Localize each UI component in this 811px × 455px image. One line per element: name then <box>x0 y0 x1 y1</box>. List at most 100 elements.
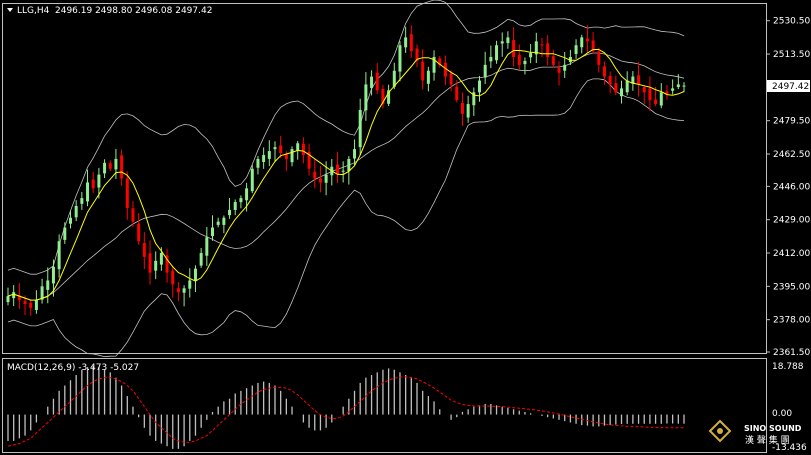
macd-scale-zero: 0.00 <box>772 409 792 419</box>
macd-signal-line <box>7 376 684 447</box>
candle-body <box>682 85 686 87</box>
candle-body <box>341 170 345 172</box>
candle-body <box>364 84 368 111</box>
candle-body <box>74 205 78 218</box>
candle-body <box>568 57 572 62</box>
band-middle <box>7 52 685 301</box>
svg-text:SINO SOUND: SINO SOUND <box>744 424 802 433</box>
macd-scale-bottom: -13.436 <box>772 443 807 453</box>
candle-body <box>585 38 589 42</box>
candle-body <box>500 41 504 44</box>
price-tick-label: 2395.00 <box>773 282 810 292</box>
candle-body <box>460 103 464 114</box>
candle-body <box>222 217 226 225</box>
candle-body <box>17 295 21 301</box>
main-pane-frame <box>2 3 767 354</box>
candle-body <box>159 253 163 265</box>
candle-body <box>551 56 555 65</box>
candle-body <box>449 73 453 85</box>
macd-label: MACD(12,26,9) -3.473 -5.027 <box>7 363 139 373</box>
candle-body <box>671 88 675 91</box>
candle-body <box>472 92 476 106</box>
candle-body <box>665 91 669 95</box>
candle-body <box>23 300 27 304</box>
candle-body <box>301 143 305 156</box>
candle-body <box>495 45 499 61</box>
candle-body <box>245 188 249 201</box>
current-price-label: 2497.42 <box>772 82 809 92</box>
price-tick-label: 2513.50 <box>773 50 810 60</box>
candle-body <box>608 76 612 85</box>
candle-body <box>381 88 385 105</box>
candle-body <box>114 158 118 170</box>
candle-body <box>6 296 10 303</box>
bollinger-bands <box>7 0 685 358</box>
candle-body <box>176 288 180 293</box>
candle-body <box>324 174 328 183</box>
candle-body <box>347 158 351 172</box>
candle-body <box>659 92 663 106</box>
price-tick-label: 2530.50 <box>773 17 810 27</box>
candle-body <box>86 182 90 202</box>
candle-body <box>676 84 680 87</box>
svg-text:漢 聲 集 團: 漢 聲 集 團 <box>745 434 790 446</box>
candle-body <box>284 154 288 159</box>
candle-body <box>171 270 175 285</box>
band-upper <box>7 0 685 275</box>
candle-body <box>193 268 197 281</box>
candle-body <box>262 155 266 162</box>
candle-body <box>375 72 379 91</box>
candle-body <box>489 57 493 62</box>
candle-body <box>182 288 186 293</box>
candle-body <box>426 70 430 84</box>
candle-body <box>29 302 33 308</box>
menu-triangle-icon[interactable] <box>7 8 13 12</box>
candle-body <box>12 292 16 299</box>
candle-body <box>51 266 55 284</box>
candle-body <box>597 51 601 65</box>
candle-body <box>438 58 442 65</box>
candle-body <box>239 198 243 203</box>
candle-body <box>148 253 152 273</box>
candle-body <box>211 227 215 237</box>
candle-body <box>80 198 84 204</box>
candle-body <box>335 164 339 175</box>
candle-body <box>142 243 146 257</box>
candle-body <box>637 75 641 85</box>
sino-sound-logo: SINO SOUND 漢 聲 集 團 <box>708 419 802 446</box>
candle-body <box>614 83 618 93</box>
candle-body <box>546 43 550 58</box>
candle-body <box>137 223 141 242</box>
candle-body <box>279 145 283 154</box>
price-tick-label: 2462.50 <box>773 150 810 160</box>
logo-diamond-icon <box>708 419 732 443</box>
ma-line <box>7 49 685 301</box>
candle-body <box>154 260 158 271</box>
price-tick-label: 2361.50 <box>773 348 810 358</box>
candle-body <box>307 151 311 169</box>
candle-body <box>131 208 135 222</box>
candle-body <box>63 227 67 240</box>
candle-body <box>228 209 232 216</box>
candle-body <box>455 86 459 101</box>
candle-body <box>120 155 124 179</box>
candle-body <box>466 104 470 118</box>
candle-body <box>318 178 322 183</box>
candle-body <box>392 70 396 87</box>
candle-body <box>353 149 357 159</box>
price-tick-label: 2479.50 <box>773 117 810 127</box>
candle-body <box>512 40 516 58</box>
candle-body <box>534 41 538 55</box>
candle-body <box>648 88 652 101</box>
candle-body <box>250 168 254 192</box>
candle-body <box>103 162 107 174</box>
macd-indicator <box>7 365 685 449</box>
candle-body <box>267 151 271 159</box>
candle-body <box>404 37 408 48</box>
candle-body <box>40 286 44 300</box>
moving-average <box>7 49 685 301</box>
candle-body <box>540 44 544 46</box>
candle-body <box>517 54 521 65</box>
price-tick-label: 2446.00 <box>773 182 810 192</box>
candle-body <box>108 163 112 169</box>
